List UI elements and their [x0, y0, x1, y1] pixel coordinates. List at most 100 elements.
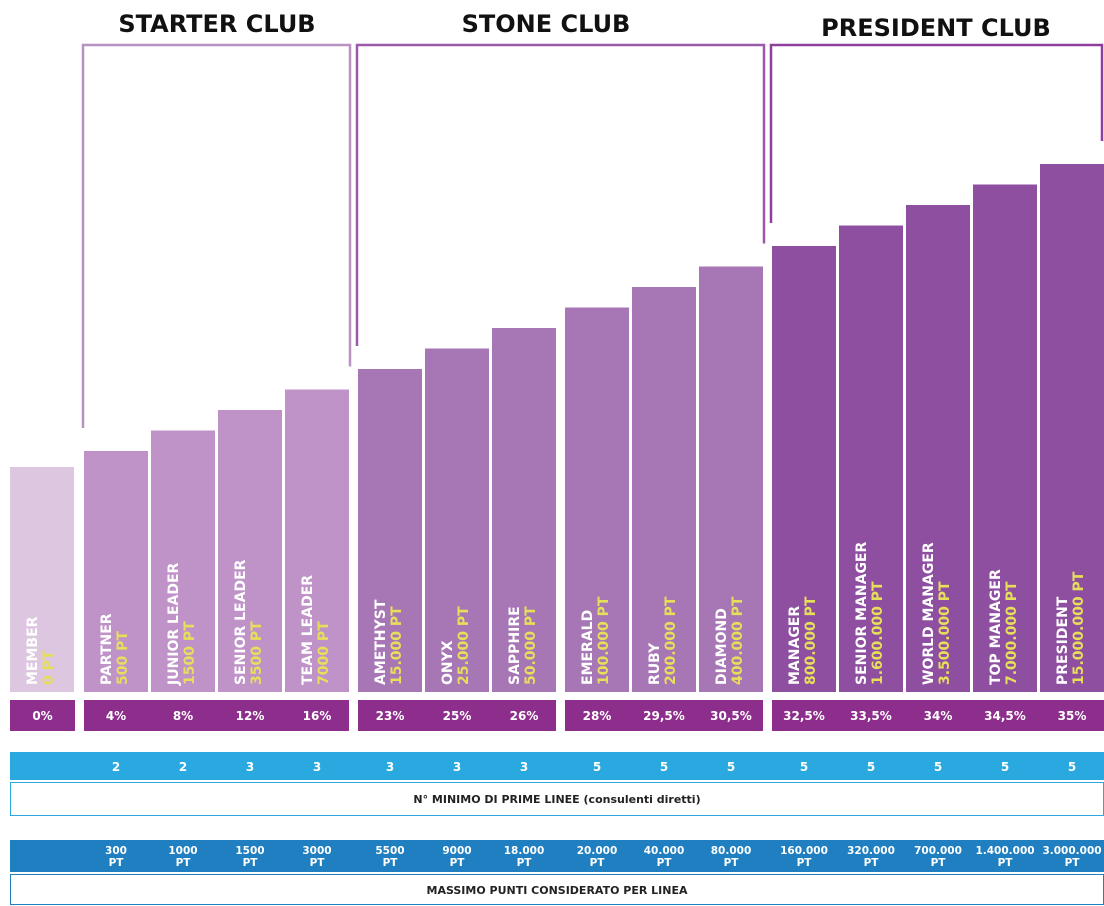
percent: 33,5%	[850, 709, 892, 723]
rank-bar	[565, 307, 629, 692]
percent: 26%	[510, 709, 539, 723]
rank-bar	[151, 430, 215, 692]
rank-bar	[358, 369, 422, 692]
rank-points: 1500 PT	[182, 621, 198, 685]
percent-box	[358, 700, 556, 731]
min-lines: 5	[660, 760, 668, 774]
max-points-unit: PT	[383, 857, 399, 869]
max-points-amount: 1.400.000	[975, 845, 1034, 857]
rank-bar	[218, 410, 282, 692]
percent: 16%	[303, 709, 332, 723]
rank-name: EMERALD	[580, 610, 596, 685]
rank-points: 3.500.000 PT	[937, 581, 953, 685]
rank-bar	[84, 451, 148, 692]
min-lines: 5	[800, 760, 808, 774]
percent: 35%	[1058, 709, 1087, 723]
min-lines-band	[10, 752, 1104, 780]
rank-points: 800.000 PT	[803, 596, 819, 685]
rank-name: SAPPHIRE	[507, 606, 523, 685]
percent-box	[84, 700, 349, 731]
max-points-unit: PT	[176, 857, 192, 869]
max-points-unit: PT	[450, 857, 466, 869]
min-lines: 5	[593, 760, 601, 774]
min-lines: 5	[1068, 760, 1076, 774]
rank-bar	[425, 348, 489, 692]
club-title: STONE CLUB	[462, 10, 631, 38]
max-points-unit: PT	[931, 857, 947, 869]
rank-bar	[285, 389, 349, 692]
rank-points: 3500 PT	[249, 621, 265, 685]
min-lines: 2	[112, 760, 120, 774]
max-points-unit: PT	[998, 857, 1014, 869]
rank-name: AMETHYST	[373, 599, 389, 685]
max-points-amount: 9000	[442, 845, 471, 857]
max-points-unit: PT	[517, 857, 533, 869]
rank-points: 0 PT	[41, 650, 57, 685]
rank-name: JUNIOR LEADER	[166, 562, 182, 686]
rank-bar	[10, 467, 74, 692]
rank-name: DIAMOND	[714, 608, 730, 685]
rank-name: TOP MANAGER	[988, 569, 1004, 685]
percent: 25%	[443, 709, 472, 723]
rank-name: PARTNER	[99, 613, 115, 685]
max-points-amount: 1500	[235, 845, 264, 857]
max-points-amount: 20.000	[577, 845, 618, 857]
min-lines: 2	[179, 760, 187, 774]
max-points-unit: PT	[1065, 857, 1081, 869]
rank-name: ONYX	[440, 640, 456, 685]
percent: 32,5%	[783, 709, 825, 723]
max-points-amount: 5500	[375, 845, 404, 857]
max-points-unit: PT	[864, 857, 880, 869]
max-points-band	[10, 840, 1104, 872]
max-points-amount: 320.000	[847, 845, 895, 857]
rank-name: SENIOR LEADER	[233, 559, 249, 685]
max-points-amount: 3000	[302, 845, 331, 857]
min-lines: 3	[246, 760, 254, 774]
min-lines-label: N° MINIMO DI PRIME LINEE (consulenti dir…	[413, 793, 700, 806]
min-lines: 3	[386, 760, 394, 774]
rank-bar	[973, 184, 1037, 692]
rank-points: 15.000 PT	[389, 606, 405, 685]
max-points-amount: 3.000.000	[1042, 845, 1101, 857]
rank-name: PRESIDENT	[1055, 596, 1071, 685]
max-points-box	[10, 874, 1104, 905]
rank-bar	[1040, 164, 1104, 692]
max-points-unit: PT	[310, 857, 326, 869]
percent-box	[10, 700, 75, 731]
rank-bar	[632, 287, 696, 692]
max-points-amount: 700.000	[914, 845, 962, 857]
rank-points: 200.000 PT	[663, 596, 679, 685]
rank-name: MEMBER	[25, 616, 41, 685]
max-points-unit: PT	[797, 857, 813, 869]
rank-bar	[906, 205, 970, 692]
percent: 30,5%	[710, 709, 752, 723]
rank-points: 50.000 PT	[523, 606, 539, 685]
min-lines: 5	[727, 760, 735, 774]
rank-name: SENIOR MANAGER	[854, 541, 870, 685]
rank-bar	[699, 266, 763, 692]
max-points-label: MASSIMO PUNTI CONSIDERATO PER LINEA	[427, 884, 688, 897]
percent: 23%	[376, 709, 405, 723]
max-points-amount: 300	[105, 845, 127, 857]
rank-points: 7000 PT	[316, 621, 332, 685]
rank-bar	[492, 328, 556, 692]
max-points-unit: PT	[657, 857, 673, 869]
min-lines-box	[10, 782, 1104, 816]
max-points-amount: 1000	[168, 845, 197, 857]
percent: 34,5%	[984, 709, 1026, 723]
percent: 0%	[32, 709, 52, 723]
rank-bar	[772, 246, 836, 692]
rank-name: TEAM LEADER	[300, 575, 316, 685]
min-lines: 3	[520, 760, 528, 774]
rank-points: 25.000 PT	[456, 606, 472, 685]
rank-points: 15.000.000 PT	[1071, 571, 1087, 685]
percent: 4%	[106, 709, 126, 723]
rank-points: 400.000 PT	[730, 596, 746, 685]
max-points-unit: PT	[243, 857, 259, 869]
rank-points: 500 PT	[115, 631, 131, 685]
rank-points: 1.600.000 PT	[870, 581, 886, 685]
rank-name: WORLD MANAGER	[921, 542, 937, 685]
rank-bar	[839, 225, 903, 692]
rank-points: 7.000.000 PT	[1004, 581, 1020, 685]
